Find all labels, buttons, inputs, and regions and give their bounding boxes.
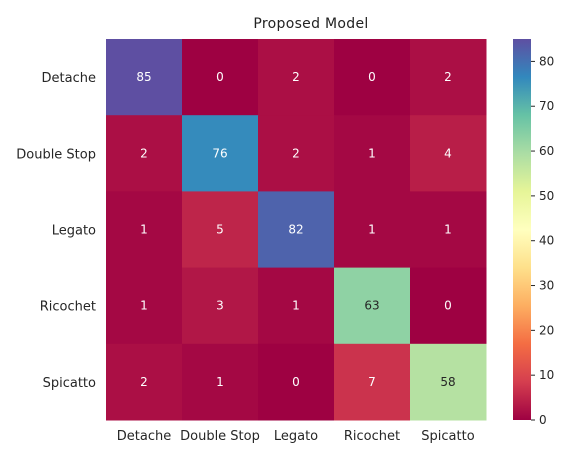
- cell-value-label: 0: [216, 70, 224, 84]
- cell-value-label: 3: [216, 299, 224, 313]
- heatmap-cell: [182, 267, 259, 345]
- cell-value-label: 5: [216, 223, 224, 237]
- x-axis: Detache Double Stop Legato Ricochet Spicatto: [117, 429, 475, 444]
- heatmap-cell: [182, 343, 259, 421]
- x-tick-label: Double Stop: [180, 429, 260, 444]
- cell-value-label: 2: [140, 375, 148, 389]
- cell-value-label: 58: [440, 375, 455, 389]
- cell-value-label: 0: [444, 299, 452, 313]
- heatmap-cell: [334, 343, 411, 421]
- cell-value-label: 2: [292, 146, 300, 160]
- heatmap-cell: [182, 115, 259, 192]
- x-tick-label: Ricochet: [344, 429, 400, 444]
- heatmap-cell: [106, 39, 183, 116]
- heatmap-cell: [106, 115, 183, 192]
- y-axis: Detache Double Stop Legato Ricochet Spicatto: [16, 71, 96, 391]
- heatmap-cell: [106, 343, 183, 421]
- colorbar-tick-label: 40: [539, 234, 554, 248]
- heatmap-cell: [258, 39, 335, 116]
- cell-value-label: 1: [444, 223, 452, 237]
- colorbar-tick-label: 80: [539, 54, 554, 68]
- y-tick-label: Legato: [52, 224, 96, 239]
- y-tick-label: Detache: [42, 71, 96, 86]
- cell-value-label: 1: [216, 375, 224, 389]
- cell-value-label: 2: [140, 146, 148, 160]
- cell-value-label: 0: [292, 375, 300, 389]
- heatmap-cell: [410, 191, 487, 269]
- cell-value-label: 1: [140, 223, 148, 237]
- cell-value-label: 76: [212, 146, 227, 160]
- heatmap-cell: [258, 115, 335, 192]
- cell-value-label: 1: [140, 299, 148, 313]
- cell-value-label: 1: [292, 299, 300, 313]
- colorbar: [513, 39, 531, 420]
- heatmap-cell: [258, 343, 335, 421]
- cell-value-label: 85: [136, 70, 151, 84]
- colorbar-tick-label: 0: [539, 413, 547, 427]
- heatmap-cell: [410, 267, 487, 345]
- x-tick-label: Detache: [117, 429, 171, 444]
- x-tick-label: Spicatto: [421, 429, 474, 444]
- colorbar-tick-label: 30: [539, 279, 554, 293]
- heatmap-cells: [106, 39, 487, 421]
- colorbar-tick-label: 20: [539, 323, 554, 337]
- colorbar-tick-label: 70: [539, 99, 554, 113]
- heatmap-cell: [334, 267, 411, 345]
- heatmap-cell: [334, 39, 411, 116]
- cell-value-label: 2: [444, 70, 452, 84]
- y-tick-label: Ricochet: [40, 300, 96, 315]
- heatmap-cell: [334, 115, 411, 192]
- heatmap-cell: [182, 39, 259, 116]
- colorbar-tick-label: 60: [539, 144, 554, 158]
- cell-value-label: 82: [288, 223, 303, 237]
- heatmap-cell: [334, 191, 411, 269]
- heatmap-cell: [258, 191, 335, 269]
- cell-value-label: 63: [364, 299, 379, 313]
- cell-value-label: 7: [368, 375, 376, 389]
- cell-value-label: 1: [368, 223, 376, 237]
- heatmap-cell: [410, 39, 487, 116]
- cell-value-label: 0: [368, 70, 376, 84]
- heatmap-cell: [106, 191, 183, 269]
- heatmap-cell: [182, 191, 259, 269]
- chart-title: Proposed Model: [253, 16, 368, 32]
- heatmap-cell-labels: 85 0 2 0 2 2 76 2 1 4 1 5 82 1 1 1 3 1 63 0 2 1 0 7 58: [136, 70, 455, 389]
- colorbar-tick-label: 50: [539, 189, 554, 203]
- cell-value-label: 2: [292, 70, 300, 84]
- colorbar-axis: 0 10 20 30 40 50 60 70 80: [531, 54, 554, 427]
- cell-value-label: 4: [444, 146, 452, 160]
- y-tick-label: Spicatto: [43, 376, 96, 391]
- heatmap-cell: [258, 267, 335, 345]
- cell-value-label: 1: [368, 146, 376, 160]
- x-tick-label: Legato: [274, 429, 318, 444]
- y-tick-label: Double Stop: [16, 147, 96, 162]
- heatmap-cell: [410, 115, 487, 192]
- heatmap-cell: [106, 267, 183, 345]
- heatmap-cell: [410, 343, 487, 421]
- colorbar-tick-label: 10: [539, 368, 554, 382]
